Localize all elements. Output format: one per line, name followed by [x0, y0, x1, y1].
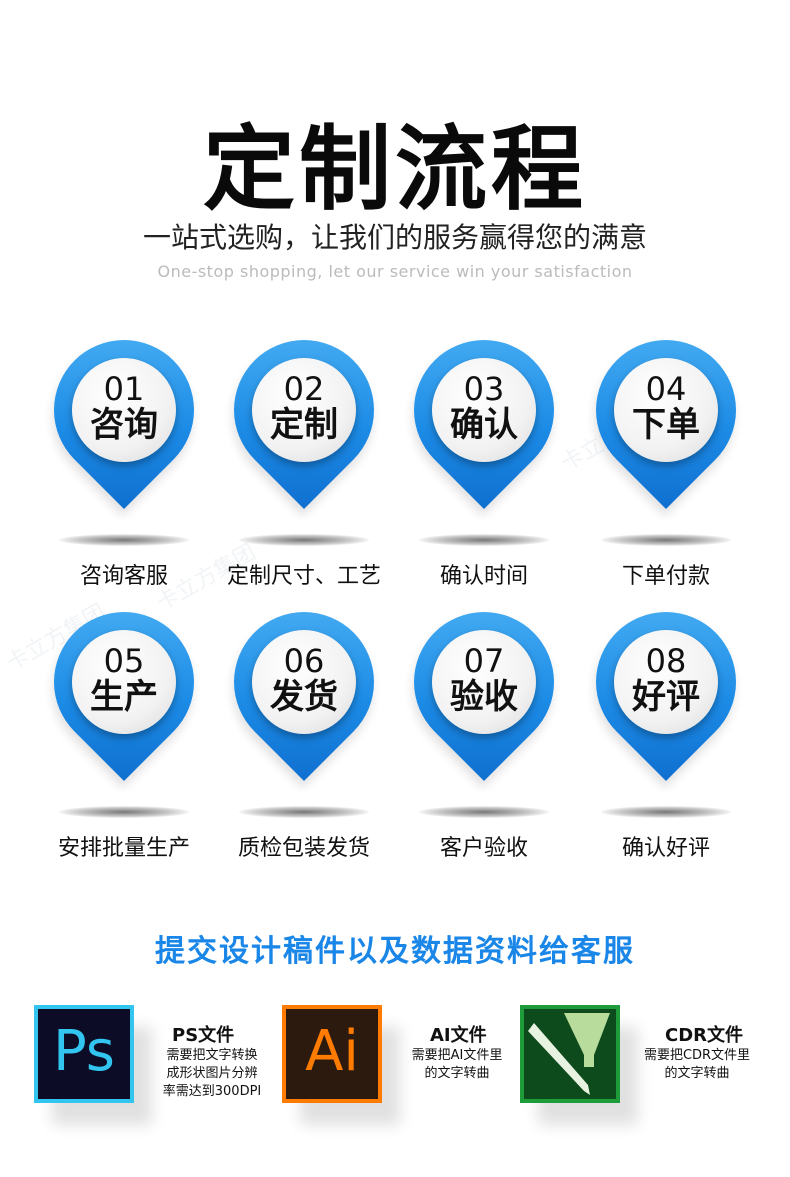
step-number: 05	[103, 642, 145, 680]
step-name: 生产	[90, 677, 158, 717]
subtitle-english: One-stop shopping, let our service win y…	[157, 262, 633, 281]
pin-badge: 04 下单	[614, 358, 718, 462]
step-label: 定制尺寸、工艺	[226, 564, 381, 589]
pin-badge: 02 定制	[252, 358, 356, 462]
page-title: 定制流程	[202, 116, 587, 223]
pin-badge: 07 验收	[432, 630, 536, 734]
step-name: 好评	[632, 677, 700, 717]
step-number: 01	[103, 370, 145, 408]
software-desc: 需要把CDR文件里 的文字转曲	[643, 1048, 751, 1081]
software-desc: 需要把文字转换 成形状图片分辨 率需达到300DPI	[162, 1048, 262, 1099]
step-number: 06	[283, 642, 325, 680]
step-label: 安排批量生产	[57, 836, 190, 861]
step-label: 确认好评	[621, 836, 710, 861]
software-title: PS文件	[172, 1025, 235, 1046]
step-number: 04	[645, 370, 687, 408]
step-name: 定制	[270, 405, 338, 445]
step-05: 05 生产 安排批量生产	[25, 583, 223, 872]
step-label: 咨询客服	[79, 564, 168, 589]
photoshop-icon: Ps	[34, 1005, 134, 1103]
subtitle: 一站式选购，让我们的服务赢得您的满意	[142, 221, 647, 254]
step-number: 02	[283, 370, 325, 408]
step-number: 08	[645, 642, 687, 680]
step-01: 01 咨询 咨询客服	[25, 311, 223, 600]
submit-title: 提交设计稿件以及数据资料给客服	[155, 934, 635, 969]
step-08: 08 好评 确认好评	[567, 583, 765, 872]
step-name: 验收	[450, 677, 518, 717]
coreldraw-icon	[520, 1005, 620, 1103]
pin-shadow	[601, 534, 731, 546]
step-number: 03	[463, 370, 505, 408]
illustrator-icon: Ai	[282, 1005, 382, 1103]
step-02: 02 定制 定制尺寸、工艺	[205, 311, 403, 600]
software-desc: 需要把AI文件里 的文字转曲	[411, 1048, 503, 1081]
step-name: 下单	[632, 405, 700, 445]
pin-shadow	[601, 806, 731, 818]
software-title: CDR文件	[665, 1025, 744, 1046]
step-number: 07	[463, 642, 505, 680]
pin-badge: 05 生产	[72, 630, 176, 734]
pin-shadow	[239, 806, 369, 818]
pin-shadow	[419, 534, 549, 546]
step-06: 06 发货 质检包装发货	[205, 583, 403, 872]
step-label: 下单付款	[621, 564, 710, 589]
software-title: AI文件	[430, 1025, 487, 1046]
step-name: 咨询	[90, 405, 158, 445]
pin-badge: 08 好评	[614, 630, 718, 734]
step-label: 确认时间	[439, 564, 528, 589]
pin-shadow	[59, 534, 189, 546]
step-label: 质检包装发货	[237, 836, 370, 861]
pin-badge: 06 发货	[252, 630, 356, 734]
pin-badge: 03 确认	[432, 358, 536, 462]
pin-shadow	[59, 806, 189, 818]
pin-shadow	[239, 534, 369, 546]
step-name: 确认	[450, 405, 518, 445]
step-label: 客户验收	[439, 836, 528, 861]
pin-shadow	[419, 806, 549, 818]
step-name: 发货	[270, 677, 338, 717]
step-03: 03 确认 确认时间	[385, 311, 583, 600]
pin-badge: 01 咨询	[72, 358, 176, 462]
step-07: 07 验收 客户验收	[385, 583, 583, 872]
step-04: 04 下单 下单付款	[567, 311, 765, 600]
